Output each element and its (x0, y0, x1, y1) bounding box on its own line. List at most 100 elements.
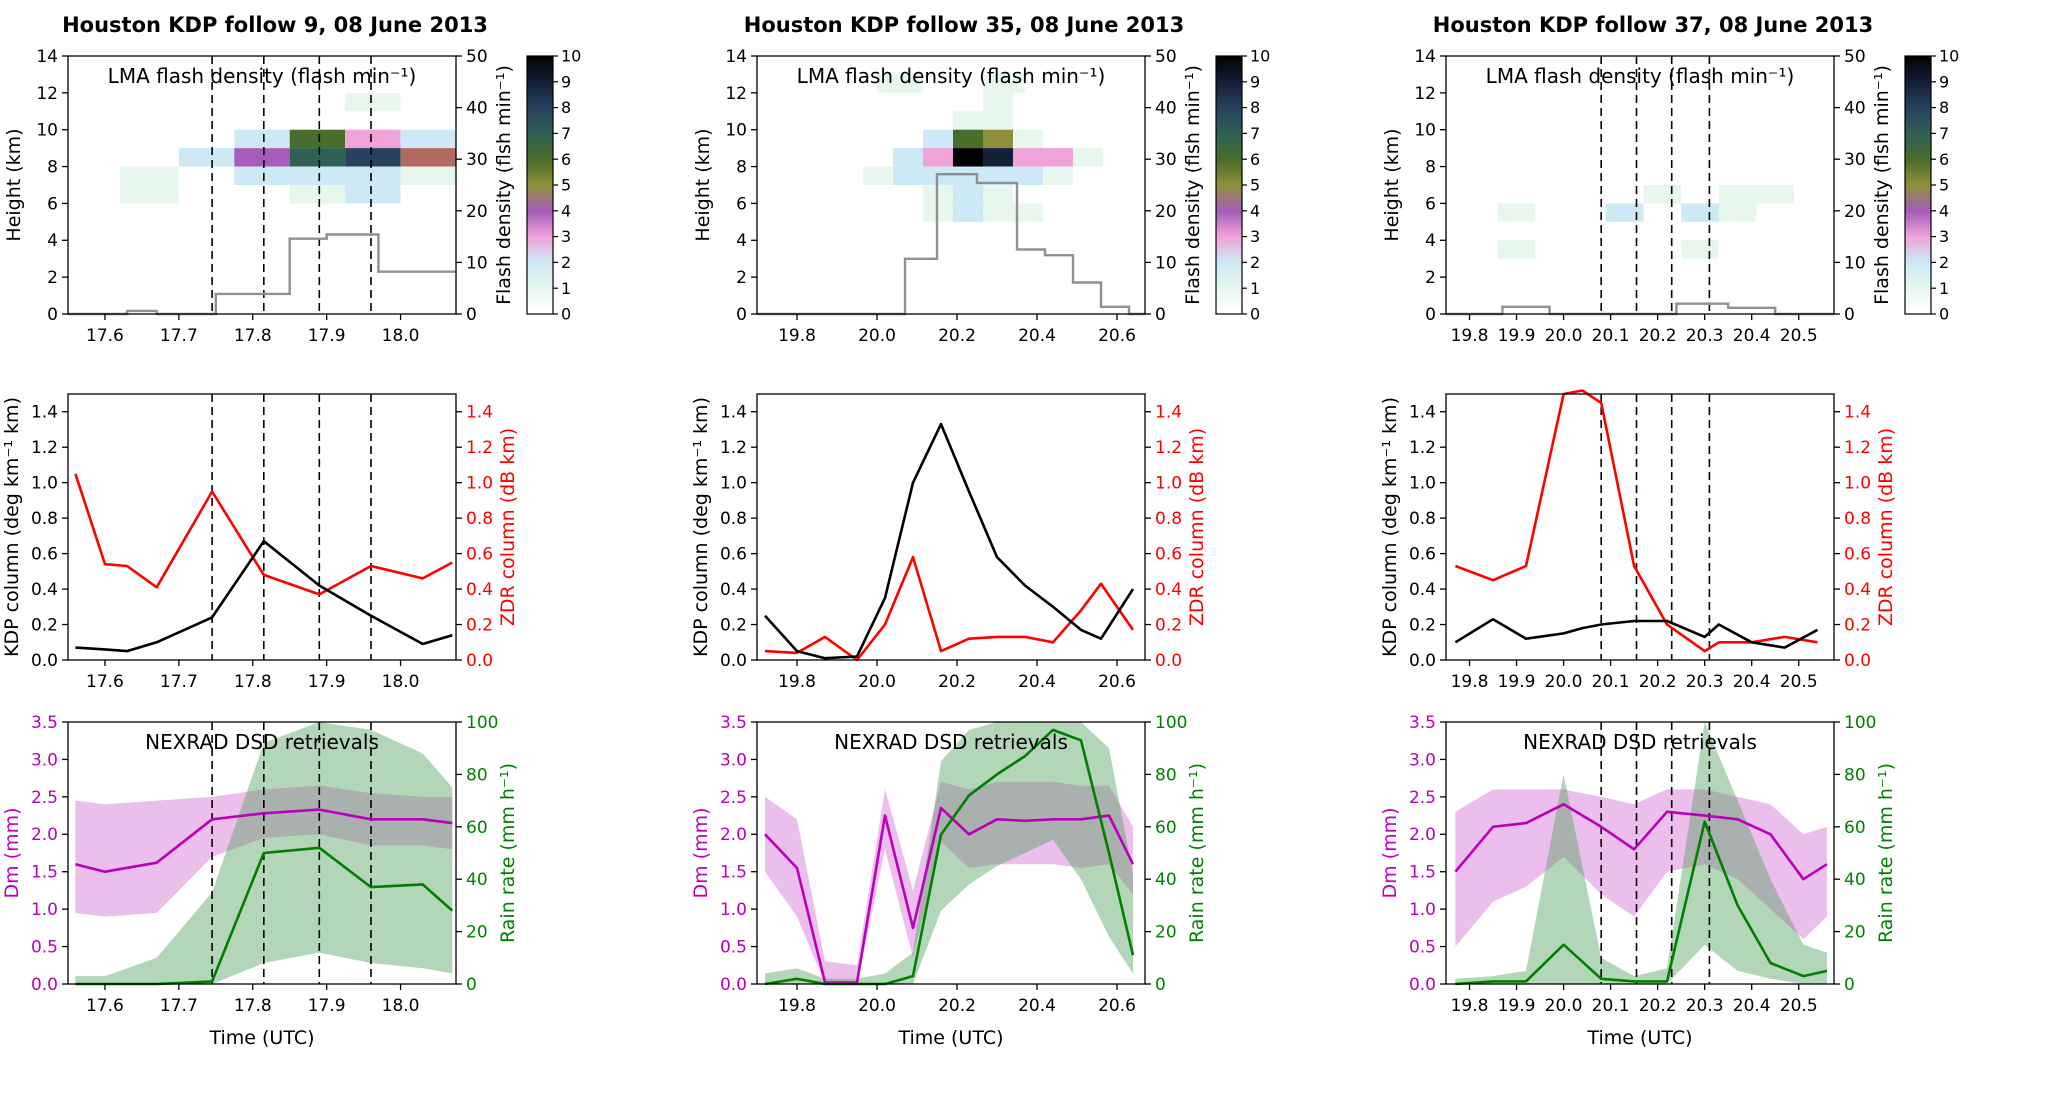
x-tick-label: 17.8 (234, 996, 272, 1016)
rain-rate-uncertainty-band (1455, 722, 1827, 984)
kdp-zdr-panel-2: 19.8 20.0 20.2 20.4 20.6 0.0 0.2 0.4 0.6 0.8 1.0 1.… (689, 376, 1378, 710)
figure-column-3: Houston KDP follow 37, 08 June 2013 19.8… (1378, 8, 2067, 1082)
y-tick-label: 40 (1155, 870, 1177, 890)
colorbar-tick-label: 0 (561, 305, 571, 324)
x-tick-label: 17.8 (234, 672, 272, 692)
dsd-retrievals-panel-3: 19.8 19.9 20.0 20.1 20.2 20.3 20.4 20.5 0.0 0.5 1.… (1378, 710, 2067, 1082)
y-tick-label: 20 (1844, 202, 1866, 222)
y-tick-label: 1.2 (31, 438, 58, 458)
y-tick-label: 0 (466, 975, 477, 995)
y-tick-label: 0.0 (720, 975, 747, 995)
y-tick-label: 80 (466, 765, 488, 785)
y-tick-label: 1.5 (31, 863, 58, 883)
y-tick-label: 0.4 (1409, 580, 1436, 600)
y-tick-label: 1.0 (1844, 474, 1871, 494)
dsd-chart: 17.6 17.7 17.8 17.9 18.0 0.0 0.5 1.0 1.5 2.0 2.5 3.… (1, 713, 519, 1049)
y-tick-label: 0 (466, 305, 477, 325)
y-tick-label: 10 (725, 121, 747, 141)
y-tick-label: 0.2 (1409, 615, 1436, 635)
flash-density-panel-2: 19.8 20.0 20.2 20.4 20.6 0 2 4 6 8 10 12 14 0 10 20 30 40… (689, 42, 1378, 376)
y-tick-label: 0 (1425, 305, 1436, 325)
zdr-axis-label: ZDR column (dB km) (1186, 428, 1208, 626)
kdp-column-line (764, 422, 1135, 660)
zdr-column-line (764, 555, 1135, 662)
dm-uncertainty-band (75, 785, 453, 917)
y-tick-label: 0.5 (1409, 938, 1436, 958)
flash-density-colorbar (1215, 55, 1243, 315)
y-tick-label: 0.0 (31, 975, 58, 995)
y-tick-label: 50 (466, 47, 488, 67)
y-tick-label: 1.0 (1409, 900, 1436, 920)
colorbar-tick-label: 9 (1939, 72, 1949, 91)
y-tick-label: 10 (1414, 121, 1436, 141)
y-tick-label: 1.5 (1409, 863, 1436, 883)
y-tick-label: 1.0 (1409, 474, 1436, 494)
column-title-3: Houston KDP follow 37, 08 June 2013 (1432, 13, 1874, 37)
x-tick-label: 20.4 (1018, 326, 1056, 346)
y-tick-label: 0 (47, 305, 58, 325)
colorbar-tick-label: 3 (561, 227, 571, 246)
flash-density-heatmap (1497, 185, 1794, 259)
colorbar-tick-label: 7 (1939, 124, 1949, 143)
y-tick-label: 40 (1844, 99, 1866, 119)
plot-frame (1445, 721, 1835, 985)
y-tick-label: 20 (1844, 923, 1866, 943)
y-tick-label: 1.4 (31, 403, 58, 423)
x-tick-label: 17.7 (160, 326, 198, 346)
dm-axis-label: Dm (mm) (1, 807, 23, 898)
x-tick-label: 20.2 (1639, 996, 1677, 1016)
colorbar-label: Flash density (flsh min⁻¹) (1182, 65, 1204, 305)
y-tick-label: 12 (1414, 84, 1436, 104)
y-tick-label: 0.0 (1844, 651, 1871, 671)
y-tick-label: 1.5 (720, 863, 747, 883)
y-tick-label: 50 (1155, 47, 1177, 67)
kdp-chart: 19.8 19.9 20.0 20.1 20.2 20.3 20.4 20.5 0.0 0.2 0.… (1379, 389, 1897, 692)
y-tick-label: 0 (1844, 305, 1855, 325)
time-axis-label: Time (UTC) (897, 1027, 1003, 1049)
y-tick-label: 0.8 (31, 509, 58, 529)
colorbar-tick-label: 4 (1250, 201, 1260, 220)
y-tick-label: 1.2 (720, 438, 747, 458)
y-tick-label: 8 (47, 158, 58, 178)
y-tick-label: 40 (1844, 870, 1866, 890)
colorbar-tick-label: 8 (1939, 98, 1949, 117)
flash-density-colorbar (526, 55, 554, 315)
x-tick-label: 19.9 (1498, 996, 1536, 1016)
y-tick-label: 20 (466, 923, 488, 943)
y-tick-label: 0 (736, 305, 747, 325)
y-tick-label: 0.8 (720, 509, 747, 529)
dsd-chart: 19.8 19.9 20.0 20.1 20.2 20.3 20.4 20.5 0.0 0.5 1.… (1379, 713, 1897, 1049)
x-tick-label: 17.7 (160, 996, 198, 1016)
x-tick-label: 20.0 (858, 672, 896, 692)
plot-frame (756, 721, 1146, 985)
y-tick-label: 14 (1414, 47, 1436, 67)
y-tick-label: 1.4 (1155, 403, 1182, 423)
kdp-chart: 17.6 17.7 17.8 17.9 18.0 0.0 0.2 0.4 0.6 0.8 1.0 1.… (1, 393, 519, 692)
flash-chart: 19.8 19.9 20.0 20.1 20.2 20.3 20.4 20.502468101… (1381, 47, 1959, 346)
plot-frame (67, 55, 457, 315)
y-tick-label: 12 (725, 84, 747, 104)
x-tick-label: 20.4 (1018, 672, 1056, 692)
colorbar-tick-label: 0 (1939, 305, 1949, 324)
y-tick-label: 40 (1155, 99, 1177, 119)
x-tick-label: 19.8 (778, 326, 816, 346)
y-tick-label: 0.2 (720, 615, 747, 635)
y-tick-label: 14 (725, 47, 747, 67)
dm-axis-label: Dm (mm) (690, 807, 712, 898)
kdp-zdr-panel-3: 19.8 19.9 20.0 20.1 20.2 20.3 20.4 20.5 0.0 0.2 0.… (1378, 376, 2067, 710)
colorbar-tick-label: 6 (1250, 150, 1260, 169)
y-tick-label: 40 (466, 870, 488, 890)
x-tick-label: 20.2 (1639, 326, 1677, 346)
y-tick-label: 3.0 (31, 750, 58, 770)
y-tick-label: 4 (736, 231, 747, 251)
y-tick-label: 3.5 (31, 713, 58, 733)
y-tick-label: 0.8 (1844, 509, 1871, 529)
y-tick-label: 1.4 (1409, 403, 1436, 423)
colorbar-tick-label: 7 (1250, 124, 1260, 143)
y-tick-label: 40 (466, 99, 488, 119)
y-tick-label: 0 (1844, 975, 1855, 995)
colorbar-tick-label: 6 (561, 150, 571, 169)
rain-rate-uncertainty-band (765, 722, 1133, 984)
colorbar-tick-label: 9 (561, 72, 571, 91)
y-tick-label: 20 (466, 202, 488, 222)
